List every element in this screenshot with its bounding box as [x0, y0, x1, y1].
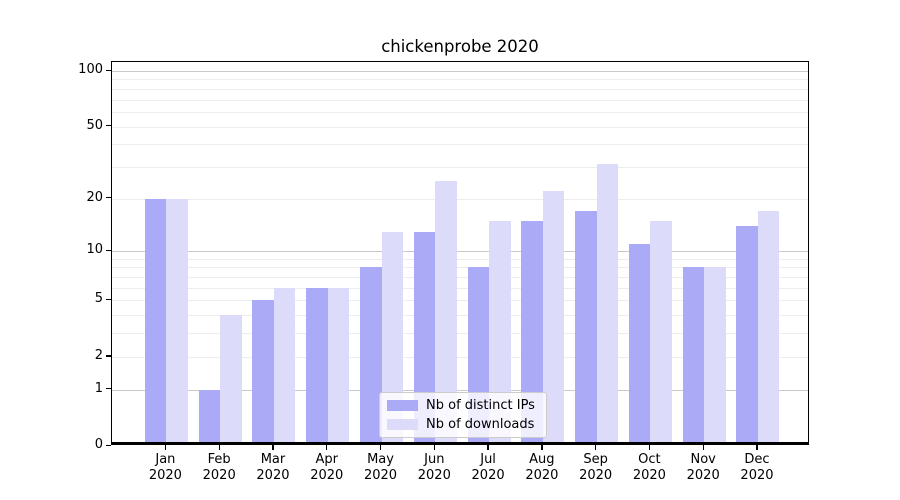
- gridline-minor-6: [112, 287, 808, 289]
- legend-entry-distinct-ips: Nb of distinct IPs: [387, 398, 539, 413]
- bar-distinct-ips-Jan: [144, 198, 167, 444]
- x-tick-label-Sep: Sep 2020: [579, 452, 613, 483]
- x-tick-May: [379, 445, 382, 450]
- bar-distinct-ips-Feb: [198, 389, 221, 444]
- x-tick-Aug: [541, 445, 543, 450]
- x-tick-Nov: [702, 445, 704, 450]
- y-tick-10: [105, 249, 111, 251]
- y-tick-label-20: 20: [86, 189, 103, 205]
- gridline-minor-30: [112, 166, 808, 168]
- x-tick-label-Jan: Jan 2020: [148, 452, 182, 483]
- gridline-minor-8: [112, 267, 808, 269]
- x-tick-Jun: [433, 445, 435, 450]
- y-tick-20: [105, 197, 111, 199]
- bar-distinct-ips-Oct: [628, 244, 651, 444]
- gridline-minor-3: [112, 333, 808, 335]
- gridline-minor-20: [112, 198, 808, 200]
- y-tick-0: [105, 444, 111, 446]
- bar-distinct-ips-Jun: [413, 231, 436, 444]
- x-tick-Apr: [326, 445, 328, 450]
- gridline-minor-60: [112, 111, 808, 113]
- x-tick-label-Dec: Dec 2020: [740, 452, 774, 483]
- gridline-major-100: [112, 71, 808, 72]
- x-tick-label-Nov: Nov 2020: [686, 452, 720, 483]
- y-tick-2: [105, 355, 111, 357]
- x-tick-label-May: May 2020: [363, 452, 398, 483]
- legend-swatch-downloads: [387, 419, 418, 430]
- bar-distinct-ips-Dec: [736, 225, 758, 444]
- x-tick-label-Apr: Apr 2020: [310, 452, 344, 483]
- gridline-minor-4: [112, 315, 808, 317]
- bar-distinct-ips-Mar: [252, 300, 274, 444]
- gridline-minor-7: [112, 277, 808, 279]
- x-tick-label-Oct: Oct 2020: [632, 452, 666, 483]
- y-tick-label-10: 10: [86, 242, 103, 258]
- y-tick-label-5: 5: [94, 291, 103, 307]
- bar-downloads-Feb: [220, 315, 242, 444]
- bar-distinct-ips-Sep: [575, 211, 597, 444]
- x-tick-Jul: [487, 445, 489, 450]
- legend: Nb of distinct IPs Nb of downloads: [379, 392, 547, 438]
- y-tick-50: [105, 125, 111, 127]
- x-tick-label-Aug: Aug 2020: [525, 452, 559, 483]
- gridline-minor-2: [112, 356, 808, 358]
- x-tick-Sep: [595, 445, 597, 450]
- y-tick-5: [105, 298, 111, 301]
- bar-downloads-Mar: [273, 287, 296, 444]
- plot-area: [111, 61, 809, 445]
- x-tick-label-Jun: Jun 2020: [417, 452, 451, 483]
- chart-title: chickenprobe 2020: [381, 37, 539, 56]
- bar-downloads-May: [381, 231, 404, 444]
- x-tick-label-Jul: Jul 2020: [471, 452, 505, 483]
- y-tick-100: [105, 69, 111, 71]
- bar-distinct-ips-Aug: [521, 220, 543, 444]
- bar-downloads-Jun: [435, 181, 457, 444]
- bar-downloads-Sep: [596, 164, 619, 444]
- y-tick-label-50: 50: [86, 117, 103, 133]
- gridline-minor-5: [112, 300, 808, 302]
- y-tick-label-2: 2: [94, 347, 103, 363]
- y-tick-label-100: 100: [78, 62, 103, 77]
- x-tick-Feb: [218, 445, 220, 450]
- legend-entry-downloads: Nb of downloads: [387, 417, 539, 432]
- bar-downloads-Nov: [704, 267, 726, 444]
- bar-downloads-Oct: [650, 220, 672, 444]
- gridline-minor-40: [112, 144, 808, 146]
- x-tick-Jan: [164, 445, 167, 450]
- bar-downloads-Dec: [757, 211, 780, 444]
- x-tick-Mar: [272, 445, 274, 450]
- y-tick-label-1: 1: [94, 380, 103, 396]
- bar-downloads-Jul: [489, 220, 511, 444]
- x-tick-label-Feb: Feb 2020: [202, 452, 236, 483]
- legend-swatch-distinct-ips: [387, 400, 418, 411]
- gridline-minor-9: [112, 258, 808, 260]
- y-tick-label-0: 0: [94, 437, 103, 452]
- bar-distinct-ips-May: [360, 267, 382, 444]
- gridline-major-10: [112, 251, 808, 253]
- bar-downloads-Jan: [166, 198, 188, 444]
- legend-label-distinct-ips: Nb of distinct IPs: [426, 398, 535, 413]
- bar-downloads-Apr: [327, 287, 350, 444]
- gridline-minor-50: [112, 126, 808, 128]
- x-tick-label-Mar: Mar 2020: [256, 452, 290, 483]
- gridline-minor-70: [112, 99, 808, 101]
- legend-label-downloads: Nb of downloads: [426, 417, 535, 432]
- bar-distinct-ips-Nov: [682, 267, 705, 444]
- x-tick-Dec: [756, 445, 758, 450]
- x-tick-Oct: [648, 445, 651, 450]
- x-axis-spine: [112, 442, 808, 444]
- gridline-major-1: [112, 389, 808, 391]
- gridline-minor-90: [112, 79, 808, 81]
- y-tick-1: [105, 388, 111, 390]
- bar-distinct-ips-Apr: [306, 287, 328, 444]
- bar-downloads-Aug: [542, 191, 565, 444]
- gridline-minor-80: [112, 88, 808, 90]
